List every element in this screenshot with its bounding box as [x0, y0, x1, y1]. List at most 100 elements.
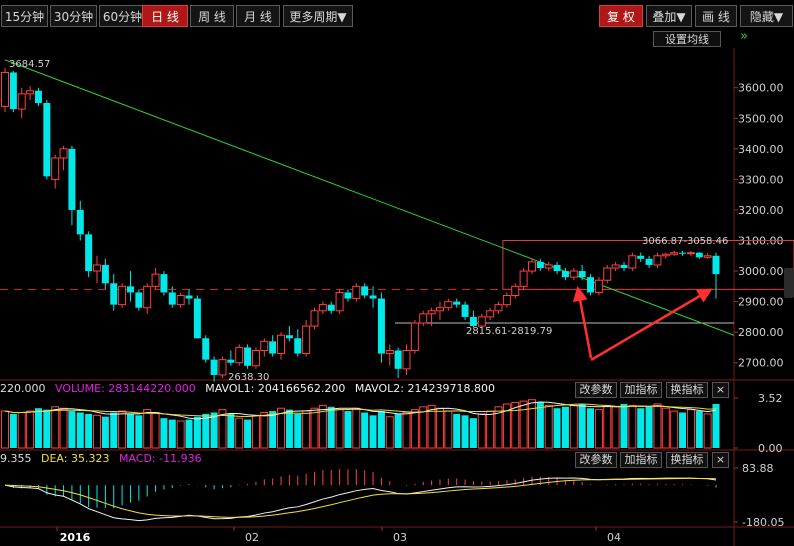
volume-change-params-button[interactable]: 改参数 [575, 382, 617, 398]
period-15min-button[interactable]: 15分钟 [1, 5, 48, 27]
volume-bar [361, 412, 369, 448]
volume-bar [469, 418, 477, 448]
candle-body [620, 264, 628, 268]
overlay-button[interactable]: 叠加▼ [646, 5, 692, 27]
candle-body [679, 252, 687, 254]
volume-bar [244, 419, 252, 448]
candle-body [227, 359, 235, 363]
candle-body [444, 301, 453, 309]
candle-body [578, 271, 586, 278]
macd-close-button[interactable]: × [712, 452, 729, 468]
more-periods-button[interactable]: 更多周期▼ [283, 5, 353, 27]
candle-body [352, 285, 361, 300]
period-30min-button[interactable]: 30分钟 [50, 5, 97, 27]
volume-bar [202, 413, 210, 448]
y-tick-label: 3200.00 [738, 204, 784, 217]
x-axis-label: 02 [245, 531, 259, 544]
volume-bar [628, 404, 637, 449]
volume-bar [110, 412, 118, 448]
period-monthly-button[interactable]: 月 线 [236, 5, 280, 27]
candle-body [210, 359, 218, 375]
volume-close-button[interactable]: × [712, 382, 729, 398]
candle-body [9, 72, 17, 110]
range-high-annotation: 3066.87-3058.46 [642, 236, 728, 247]
macd-change-params-button[interactable]: 改参数 [575, 452, 617, 468]
period-daily-button[interactable]: 日 线 [142, 5, 188, 27]
candle-body [661, 253, 670, 257]
volume-bar [235, 417, 244, 449]
volume-bar [151, 411, 160, 449]
volume-bar [269, 411, 277, 448]
volume-bar [377, 411, 385, 448]
candle-body [335, 291, 344, 312]
period-60min-button[interactable]: 60分钟 [99, 5, 146, 27]
candle-body [385, 350, 394, 355]
period-weekly-button[interactable]: 周 线 [190, 5, 234, 27]
volume-bar [653, 403, 662, 449]
volume-bar [369, 415, 377, 448]
dif-line [4, 477, 717, 522]
volume-switch-indicator-button[interactable]: 换指标 [666, 382, 708, 398]
hide-button[interactable]: 隐藏▼ [740, 5, 793, 27]
volume-bar [344, 411, 352, 448]
volume-bar [686, 409, 695, 449]
volume-bar [193, 416, 201, 448]
volume-bar [519, 400, 528, 449]
candle-body [603, 267, 612, 281]
volume-bar [26, 410, 35, 449]
candle-body [110, 283, 118, 305]
volume-bar [34, 408, 42, 448]
candle-body [536, 261, 544, 268]
mavol2-label: MAVOL2: 214239718.800 [354, 382, 495, 395]
candle-body [419, 313, 428, 324]
volume-bar [661, 407, 670, 449]
right-scroll-handle[interactable] [784, 268, 794, 298]
candle-body [587, 277, 595, 293]
volume-bar [611, 406, 620, 449]
volume-bar [101, 416, 109, 448]
arrow-to-support-1 [572, 286, 593, 359]
candle-body [126, 286, 134, 293]
volume-bar [160, 418, 168, 448]
candle-body [686, 252, 695, 255]
volume-header: 220.000 VOLUME: 283144220.000 MAVOL1: 20… [0, 381, 495, 397]
candle-body [461, 304, 469, 317]
volume-bar [670, 410, 679, 449]
volume-bar [168, 419, 176, 448]
candle-body [26, 90, 35, 95]
volume-bar [310, 407, 319, 449]
volume-bar [176, 420, 185, 449]
volume-bar [594, 409, 603, 449]
volume-label: VOLUME: 283144220.000 [55, 382, 196, 395]
volume-bar [544, 404, 553, 449]
draw-line-button[interactable]: 画 线 [695, 5, 737, 27]
high-annotation: 3684.57 [9, 59, 50, 70]
volume-bar [285, 409, 293, 448]
adjust-button[interactable]: 复 权 [599, 5, 643, 27]
volume-bar [536, 402, 544, 448]
x-axis-label: 2016 [60, 531, 91, 544]
ma-settings-button[interactable]: 设置均线 [653, 31, 721, 47]
volume-bar [227, 413, 235, 448]
candle-body [695, 252, 703, 258]
candle-body [544, 264, 553, 269]
volume-bar [427, 404, 436, 449]
candle-body [251, 350, 260, 367]
volume-bar [68, 411, 76, 448]
volume-bar [620, 403, 628, 448]
volume-bar [578, 403, 586, 448]
volume-bar [9, 413, 17, 448]
candle-body [402, 350, 411, 370]
candle-body [193, 298, 201, 339]
candle-body [43, 103, 51, 177]
candle-body [594, 279, 603, 293]
macd-add-indicator-button[interactable]: 加指标 [620, 452, 662, 468]
volume-add-indicator-button[interactable]: 加指标 [620, 382, 662, 398]
volume-bar [494, 406, 503, 449]
candle-body [527, 261, 536, 272]
candle-body [469, 316, 477, 327]
candle-body [712, 255, 720, 275]
candle-body [168, 292, 176, 305]
volume-bar [553, 408, 561, 448]
macd-switch-indicator-button[interactable]: 换指标 [666, 452, 708, 468]
